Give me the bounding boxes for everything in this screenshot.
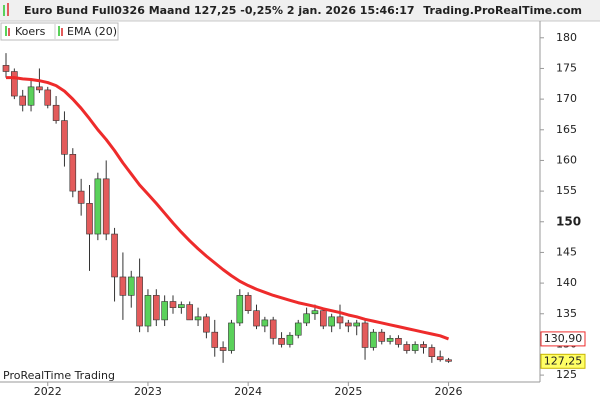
candle-body [211, 331, 219, 348]
price-tag-label: 130,90 [544, 332, 583, 345]
legend-icon [58, 26, 60, 36]
candle-body [178, 304, 185, 308]
candle-body [102, 178, 110, 235]
y-tick-label: 140 [556, 276, 577, 289]
legend-icon [8, 28, 10, 36]
source: Trading.ProRealTime.com [423, 4, 582, 17]
x-tick-label: 2022 [34, 385, 62, 398]
candle-body [161, 301, 168, 321]
candle-body [428, 347, 436, 357]
candle-body [203, 316, 210, 333]
x-tick-label: 2026 [435, 385, 463, 398]
candle-body [236, 295, 244, 324]
y-tick-label: 135 [556, 307, 577, 320]
candle-body [370, 331, 377, 348]
candle-body [186, 304, 193, 321]
candle-body [11, 71, 18, 97]
watermark: ProRealTime Trading [3, 369, 115, 382]
legend-label: EMA (20) [67, 25, 117, 38]
x-tick-label: 2024 [234, 385, 262, 398]
candle-body [86, 203, 93, 235]
y-tick-label: 175 [556, 61, 577, 74]
candle-body [445, 359, 452, 362]
candle-body [361, 322, 369, 348]
candle-body [386, 337, 394, 342]
candle-body [336, 316, 344, 324]
candle-body [52, 104, 60, 121]
candle-body [353, 322, 361, 327]
candle-body [144, 295, 152, 327]
candle-body [261, 319, 269, 327]
candle-body [119, 276, 127, 296]
candle-body [436, 356, 444, 361]
y-tick-label: 160 [556, 153, 577, 166]
y-tick-label: 125 [556, 368, 577, 381]
candle-body [219, 347, 227, 351]
candle-body [77, 190, 85, 204]
y-tick-label: 170 [556, 92, 577, 105]
candle-body [94, 178, 102, 235]
candle-body [153, 295, 160, 321]
header-icon [7, 3, 9, 16]
header-bar [0, 0, 600, 21]
candle-body [136, 276, 143, 327]
candle-body [61, 120, 68, 155]
candle-body [2, 65, 10, 72]
y-tick-label: 165 [556, 123, 577, 136]
price-tag [540, 331, 586, 347]
candle-body [127, 276, 135, 296]
candle-body [420, 344, 427, 348]
candle-body [395, 337, 402, 345]
ema-line [6, 76, 450, 341]
candle-body [194, 316, 202, 321]
y-tick-label: 145 [556, 245, 577, 258]
legend-icon [61, 28, 63, 36]
candle-body [345, 322, 352, 327]
candle-body [328, 316, 335, 327]
candle-body [294, 322, 302, 336]
candle-body [27, 86, 35, 106]
y-tick-label: 180 [556, 31, 577, 44]
candle-body [319, 310, 327, 327]
candle-body [169, 301, 177, 308]
candle-body [403, 344, 411, 351]
candle-body [378, 331, 386, 342]
candle-body [44, 89, 52, 106]
candle-body [228, 322, 235, 351]
candle-body [244, 295, 252, 311]
candle-body [278, 337, 285, 345]
price-tag [540, 353, 586, 369]
chart-title: Euro Bund Full0326 Maand 127,25 -0,25% 2… [24, 4, 415, 17]
candle-body [269, 319, 277, 339]
candle-body [253, 310, 260, 327]
candle-body [111, 233, 118, 278]
candle-body [411, 344, 419, 351]
y-tick-label: 155 [556, 184, 577, 197]
candle-body [36, 86, 43, 91]
x-tick-label: 2025 [334, 385, 362, 398]
candle-body [311, 310, 319, 315]
candle-body [19, 95, 27, 106]
header-icon [3, 5, 5, 16]
price-tag-label: 127,25 [544, 354, 583, 367]
x-tick-label: 2023 [134, 385, 162, 398]
legend-icon [5, 26, 7, 36]
candle-body [69, 154, 77, 192]
candle-body [286, 334, 294, 345]
y-tick-label: 150 [556, 214, 581, 228]
legend-label: Koers [15, 25, 46, 38]
candle-body [303, 313, 310, 324]
